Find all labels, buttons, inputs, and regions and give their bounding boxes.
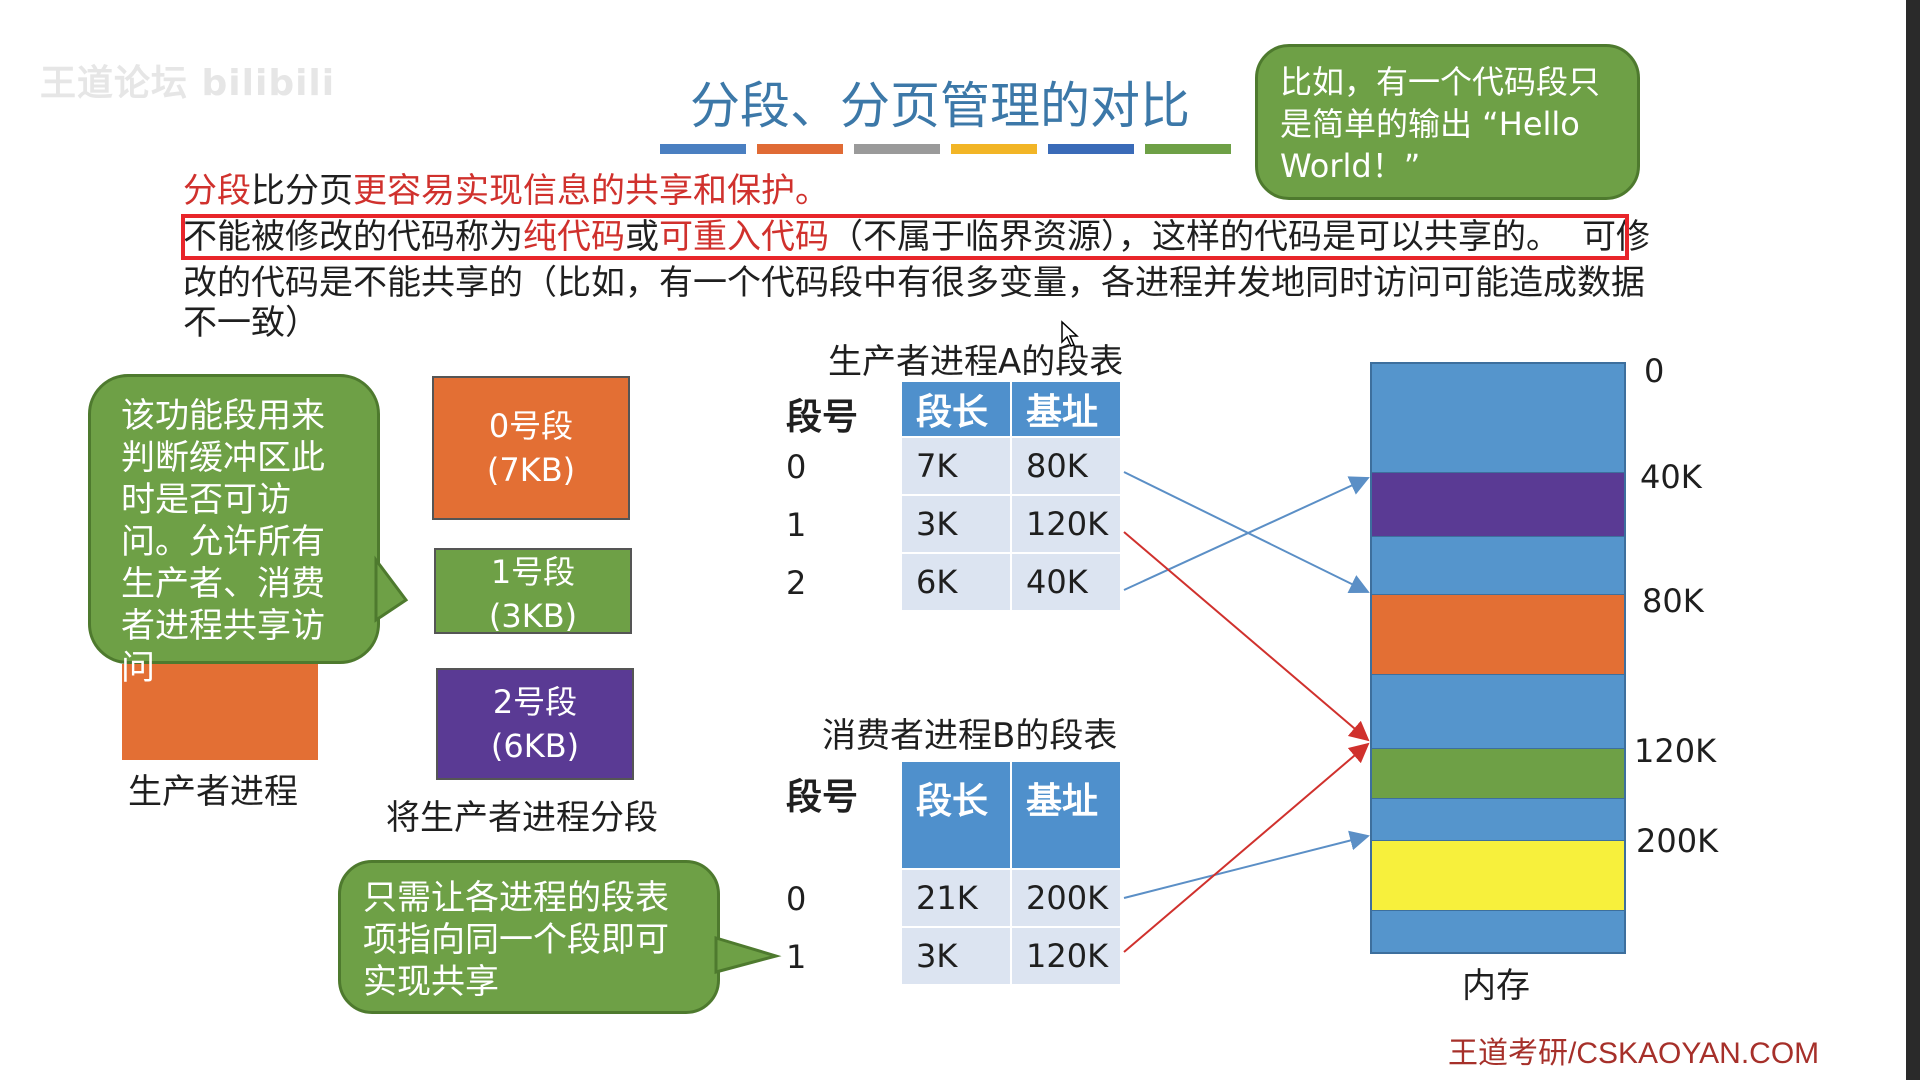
memory-consumer-segment-0 [1372,840,1624,910]
text-plain: 或 [625,217,659,257]
split-label: 将生产者进程分段 [386,798,658,838]
text-red: 纯代码 [523,217,625,257]
table-header-row: 段长 基址 [900,380,1122,438]
callout-sharing: 只需让各进程的段表项指向同一个段即可实现共享 [338,860,720,1014]
segment-size: (6KB) [490,727,580,765]
title-bar-segment [660,144,746,154]
table-b-row-number: 1 [786,938,807,976]
cell-base: 120K [1010,494,1122,554]
memory-free-block [1372,674,1624,748]
cell-base: 120K [1010,926,1122,986]
text-red: 分段 [183,171,251,211]
memory-free-block [1372,910,1624,952]
arrow-a0-to-80k [1123,471,1370,594]
memory-segment-1-shared [1372,748,1624,798]
memory-label: 内存 [1462,966,1530,1006]
table-a-title: 生产者进程A的段表 [828,342,1124,382]
title-bar-segment [1048,144,1134,154]
memory-address: 0 [1644,352,1665,390]
producer-process-block [122,664,318,760]
table-b-row-number: 0 [786,880,807,918]
table-b-seg-no-header: 段号 [786,777,859,818]
segment-size: (3KB) [488,597,578,635]
text-line-2: 不能被修改的代码称为纯代码或可重入代码（不属于临界资源），这样的代码是可以共享的… [183,216,1650,258]
segment-2: 2号段 (6KB) [436,668,634,780]
mouse-cursor-icon [1061,320,1079,347]
text-plain: （不属于临界资源），这样的代码是可以共享的。 [829,217,1560,257]
cell-length: 6K [900,552,1012,612]
title-color-bar [660,144,1234,154]
table-row: 6K 40K [900,552,1122,612]
table-a-row-number: 2 [786,564,807,602]
header-length: 段长 [900,760,1012,870]
text-line-1: 分段比分页更容易实现信息的共享和保护。 [183,170,829,212]
cell-length: 3K [900,926,1012,986]
arrow-a1-to-120k [1123,531,1370,742]
window-edge [1906,0,1920,1080]
segment-1: 1号段 (3KB) [434,548,632,635]
segment-name: 1号段 [490,553,576,591]
table-row: 7K 80K [900,436,1122,496]
memory-address: 120K [1634,732,1717,770]
text-red: 更容易实现信息的共享和保护。 [353,171,829,211]
memory-segment-0 [1372,594,1624,674]
segment-size: (7KB) [486,451,576,489]
text-plain: 比分页 [251,171,353,211]
table-row: 3K 120K [900,926,1122,986]
cell-length: 7K [900,436,1012,496]
watermark: 王道论坛 bilibili [40,63,336,104]
table-a: 段长 基址 7K 80K 3K 120K 6K 40K [900,380,1122,612]
header-base: 基址 [1010,380,1122,438]
table-a-row-number: 0 [786,448,807,486]
text-plain: 不能被修改的代码称为 [183,217,523,257]
table-b-title: 消费者进程B的段表 [822,716,1118,756]
segment-name: 0号段 [488,407,574,445]
cell-length: 21K [900,868,1012,928]
arrow-b1-to-120k [1123,742,1370,953]
text-line-4: 不一致） [183,303,319,343]
text-plain: 可修 [1582,217,1650,257]
footer-brand: 王道考研/CSKAOYAN.COM [1448,1037,1820,1070]
table-a-seg-no-header: 段号 [786,397,859,438]
cell-base: 40K [1010,552,1122,612]
text-red: 可重入代码 [659,217,829,257]
callout-bottom-tail [714,935,782,974]
memory-free-block [1372,536,1624,594]
text-line-3: 改的代码是不能共享的（比如，有一个代码段中有很多变量，各进程并发地同时访问可能造… [183,263,1645,303]
memory-address: 40K [1640,458,1702,496]
memory-free-block [1372,364,1624,472]
callout-hello-world: 比如，有一个代码段只是简单的输出 “Hello World！” [1255,44,1640,200]
title-bar-segment [1145,144,1231,154]
highlight-box [181,214,1629,260]
arrow-a2-to-40k [1123,476,1370,591]
title-bar-segment [757,144,843,154]
table-row: 3K 120K [900,494,1122,554]
cell-base: 80K [1010,436,1122,496]
slide-title: 分段、分页管理的对比 [690,77,1190,135]
arrow-b0-to-200k [1123,830,1370,899]
table-a-row-number: 1 [786,506,807,544]
segment-name: 2号段 [492,683,578,721]
cell-length: 3K [900,494,1012,554]
table-header-row: 段长 基址 [900,760,1122,870]
cell-base: 200K [1010,868,1122,928]
segment-0: 0号段 (7KB) [432,376,630,520]
memory-free-block [1372,798,1624,840]
title-bar-segment [951,144,1037,154]
table-row: 21K 200K [900,868,1122,928]
callout-buffer-check: 该功能段用来判断缓冲区此时是否可访问。允许所有生产者、消费者进程共享访问 [88,374,380,688]
header-length: 段长 [900,380,1012,438]
memory-address: 200K [1636,822,1719,860]
producer-label: 生产者进程 [128,772,298,812]
header-base: 基址 [1010,760,1122,870]
memory-column [1370,362,1626,954]
memory-segment-2 [1372,472,1624,536]
table-b: 段长 基址 21K 200K 3K 120K [900,760,1122,986]
callout-left-tail [374,555,409,623]
memory-address: 80K [1642,582,1704,620]
title-bar-segment [854,144,940,154]
